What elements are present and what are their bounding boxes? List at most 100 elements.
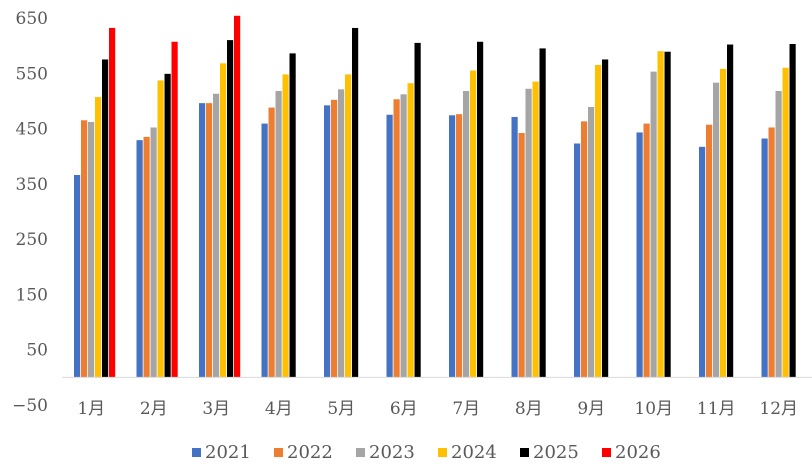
x-tick-label: 4月 — [265, 399, 293, 419]
legend-label-2023: 2023 — [369, 442, 415, 463]
y-tick-label: 50 — [26, 341, 48, 361]
bar-2022-5月 — [331, 99, 338, 378]
legend-swatch-2023 — [356, 448, 365, 457]
y-tick-label: 450 — [16, 120, 48, 140]
bar-2023-11月 — [713, 82, 720, 378]
bar-2023-8月 — [525, 88, 532, 378]
x-tick-label: 2月 — [140, 399, 168, 419]
x-tick-label: 1月 — [77, 399, 105, 419]
bar-2022-8月 — [518, 132, 525, 378]
legend-swatch-2022 — [274, 448, 283, 457]
legend-label-2026: 2026 — [615, 442, 661, 463]
x-tick-label: 11月 — [697, 399, 736, 419]
bar-2023-3月 — [213, 93, 220, 378]
y-tick-label: −50 — [12, 396, 48, 416]
bar-2021-4月 — [261, 123, 268, 378]
bar-2022-2月 — [143, 136, 150, 378]
bar-2024-4月 — [282, 74, 289, 378]
bar-2023-9月 — [588, 107, 595, 378]
bar-2024-7月 — [470, 70, 477, 378]
bar-2022-11月 — [706, 124, 713, 378]
legend-label-2024: 2024 — [451, 442, 497, 463]
bar-2024-1月 — [95, 97, 102, 378]
x-tick-labels: 1月 2月 3月 4月 5月 6月 7月 8月 9月 10月 11月 12月 — [77, 399, 798, 419]
bar-2024-12月 — [782, 67, 789, 378]
y-tick-labels: −50 50 150 250 350 450 550 650 — [12, 9, 48, 416]
bar-2023-2月 — [150, 127, 157, 378]
bar-2024-11月 — [720, 68, 727, 378]
legend-swatch-2021 — [192, 448, 201, 457]
x-tick-label: 12月 — [759, 399, 798, 419]
bar-2024-3月 — [220, 63, 227, 378]
bar-2024-5月 — [345, 74, 352, 378]
bar-2022-4月 — [268, 107, 275, 378]
bar-2025-2月 — [164, 73, 171, 378]
bar-2021-10月 — [636, 132, 643, 378]
bar-2023-5月 — [338, 89, 345, 378]
bar-2026-3月 — [234, 15, 241, 378]
bar-2021-5月 — [324, 105, 331, 378]
bar-2025-4月 — [289, 53, 296, 378]
legend-label-2025: 2025 — [533, 442, 579, 463]
bar-2025-11月 — [727, 44, 734, 378]
bar-2024-10月 — [657, 51, 664, 378]
bar-2022-7月 — [456, 114, 463, 378]
bar-2022-12月 — [768, 127, 775, 378]
legend-swatch-2024 — [438, 448, 447, 457]
bar-2024-8月 — [532, 81, 539, 378]
x-tick-label: 9月 — [577, 399, 605, 419]
bar-2021-2月 — [136, 140, 143, 378]
bar-2024-9月 — [595, 64, 602, 378]
bar-2021-3月 — [199, 103, 206, 378]
bar-2025-8月 — [539, 48, 546, 378]
bar-2025-1月 — [102, 59, 109, 378]
bar-2023-6月 — [400, 94, 407, 378]
y-tick-label: 550 — [16, 64, 48, 84]
bar-2025-5月 — [352, 27, 359, 378]
bar-2023-4月 — [275, 90, 282, 378]
bar-2024-6月 — [407, 83, 414, 378]
bar-2026-1月 — [109, 27, 116, 378]
legend: 2021 2022 2023 2024 2025 2026 — [192, 442, 661, 463]
bar-2025-3月 — [227, 40, 234, 378]
bar-2022-10月 — [643, 123, 650, 378]
bar-2023-1月 — [88, 121, 95, 378]
bar-2022-9月 — [581, 121, 588, 378]
y-tick-label: 150 — [16, 285, 48, 305]
y-tick-label: 350 — [16, 175, 48, 195]
bar-2021-7月 — [449, 115, 456, 378]
bar-2025-7月 — [477, 41, 484, 378]
x-tick-label: 3月 — [202, 399, 230, 419]
x-tick-label: 7月 — [452, 399, 480, 419]
legend-swatch-2026 — [602, 448, 611, 457]
bar-2022-1月 — [81, 120, 88, 378]
bar-2021-11月 — [699, 146, 706, 378]
bar-2025-6月 — [414, 42, 421, 378]
bar-2024-2月 — [157, 80, 164, 378]
bar-2021-9月 — [574, 143, 581, 378]
y-tick-label: 250 — [16, 230, 48, 250]
x-tick-label: 6月 — [390, 399, 418, 419]
bars-group — [74, 15, 796, 378]
bar-2025-12月 — [789, 43, 796, 378]
bar-2022-3月 — [206, 103, 213, 378]
bar-2021-1月 — [74, 175, 81, 378]
bar-2026-2月 — [171, 41, 178, 378]
bar-2023-7月 — [463, 90, 470, 378]
bar-2022-6月 — [393, 99, 400, 378]
y-tick-label: 650 — [16, 9, 48, 29]
bar-2021-12月 — [761, 138, 768, 378]
bar-2021-8月 — [511, 116, 518, 378]
x-tick-label: 8月 — [515, 399, 543, 419]
bar-2025-10月 — [664, 51, 671, 378]
bar-2025-9月 — [602, 59, 609, 378]
bar-2021-6月 — [386, 114, 393, 378]
legend-label-2021: 2021 — [205, 442, 251, 463]
x-tick-label: 10月 — [634, 399, 673, 419]
legend-swatch-2025 — [520, 448, 529, 457]
legend-label-2022: 2022 — [287, 442, 333, 463]
bar-2023-10月 — [650, 71, 657, 378]
x-tick-label: 5月 — [327, 399, 355, 419]
